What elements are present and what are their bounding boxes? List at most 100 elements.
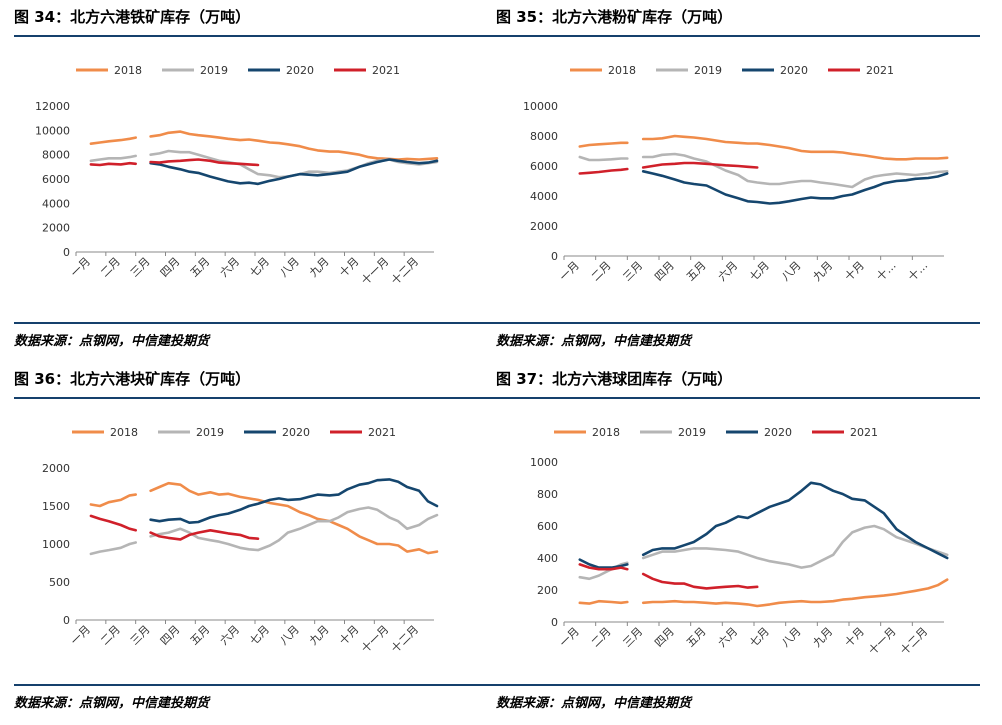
x-tick-label: 七月 xyxy=(747,259,772,284)
x-tick-label: 十二月 xyxy=(388,254,421,287)
y-tick-label: 4000 xyxy=(42,197,70,210)
legend-label-2021: 2021 xyxy=(866,64,894,77)
legend-label-2018: 2018 xyxy=(592,426,620,439)
line-chart-37: 2018 2019 2020 2021 0 200 400 600 800 1000 一月 二月 三月四… xyxy=(530,426,949,657)
y-tick-label: 10000 xyxy=(35,124,70,137)
series-line-2021 xyxy=(149,529,260,541)
legend-label-2021: 2021 xyxy=(850,426,878,439)
x-tick-label: 六月 xyxy=(217,255,242,280)
x-tick-label: 二月 xyxy=(589,625,614,650)
x-tick-label: 十二月 xyxy=(897,624,930,657)
legend-label-2021: 2021 xyxy=(368,426,396,439)
y-tick-label: 0 xyxy=(551,250,558,263)
series-line-2020 xyxy=(149,158,439,186)
source-rule xyxy=(496,322,980,324)
x-tick-label: 四月 xyxy=(158,255,183,280)
y-tick-label: 4000 xyxy=(530,190,558,203)
title-rule xyxy=(496,35,980,37)
x-tick-label: 四月 xyxy=(158,623,183,648)
legend-label-2019: 2019 xyxy=(678,426,706,439)
y-tick-label: 1000 xyxy=(530,456,558,469)
x-tick-label: 十月 xyxy=(841,258,866,283)
x-tick-label: 五月 xyxy=(188,255,213,280)
series-line-2019 xyxy=(578,155,629,162)
series-line-2018 xyxy=(578,141,629,148)
x-tick-label: 十… xyxy=(873,258,898,283)
series-line-2019 xyxy=(89,541,137,556)
x-tick-label: 八月 xyxy=(277,623,302,648)
x-tick-label: 十一月 xyxy=(358,622,391,655)
y-tick-label: 2000 xyxy=(42,222,70,235)
x-tick-label: 十月 xyxy=(841,624,866,649)
x-tick-label: 十月 xyxy=(336,622,361,647)
x-tick-label: 六月 xyxy=(217,623,242,648)
x-tick-label: 七月 xyxy=(247,623,272,648)
x-tick-label: 八月 xyxy=(277,255,302,280)
series-line-2021 xyxy=(641,161,759,169)
x-tick-label: 四月 xyxy=(652,625,677,650)
series-line-2018 xyxy=(89,136,137,145)
x-tick-label: 七月 xyxy=(247,255,272,280)
y-tick-label: 12000 xyxy=(35,100,70,113)
x-tick-label: 八月 xyxy=(779,625,804,650)
x-tick-label: 九月 xyxy=(811,625,836,650)
title-rule xyxy=(14,397,498,399)
series-line-2019 xyxy=(89,154,137,163)
x-tick-label: 三月 xyxy=(621,259,646,284)
source-note-36: 数据来源：点钢网，中信建投期货 xyxy=(14,696,210,711)
x-tick-label: 十月 xyxy=(336,254,361,279)
series-line-2020 xyxy=(641,170,949,205)
x-tick-label: 二月 xyxy=(589,259,614,284)
legend-label-2020: 2020 xyxy=(780,64,808,77)
series-line-2020 xyxy=(641,481,949,560)
legend-label-2019: 2019 xyxy=(694,64,722,77)
x-tick-label: 七月 xyxy=(747,625,772,650)
chart-panel-35: 图 35：北方六港粉矿库存（万吨） 2018 2019 2020 2021 0 2000 4… xyxy=(496,0,980,362)
legend-label-2019: 2019 xyxy=(200,64,228,77)
chart-panel-34: 图 34：北方六港铁矿库存（万吨） 2018 2019 2020 2021 0 2000 4… xyxy=(14,0,498,362)
chart-title-35: 图 35：北方六港粉矿库存（万吨） xyxy=(496,8,733,26)
y-tick-label: 0 xyxy=(551,616,558,629)
source-rule xyxy=(14,322,498,324)
y-tick-label: 200 xyxy=(537,584,558,597)
x-tick-label: 五月 xyxy=(684,259,709,284)
x-tick-label: 四月 xyxy=(652,259,677,284)
y-tick-label: 2000 xyxy=(530,220,558,233)
x-tick-label: 三月 xyxy=(128,255,153,280)
y-tick-label: 6000 xyxy=(42,173,70,186)
x-tick-label: 一月 xyxy=(68,255,93,280)
legend-label-2020: 2020 xyxy=(764,426,792,439)
y-tick-label: 8000 xyxy=(42,149,70,162)
y-tick-label: 800 xyxy=(537,488,558,501)
title-rule xyxy=(496,397,980,399)
source-note-37: 数据来源：点钢网，中信建投期货 xyxy=(496,696,692,711)
legend-label-2018: 2018 xyxy=(110,426,138,439)
series-line-2021 xyxy=(89,161,137,167)
x-tick-label: 九月 xyxy=(307,623,332,648)
series-line-2021 xyxy=(89,514,137,532)
y-tick-label: 500 xyxy=(49,576,70,589)
series-line-2020 xyxy=(578,558,629,569)
x-tick-label: 九月 xyxy=(307,255,332,280)
series-line-2021 xyxy=(578,563,629,571)
series-line-2019 xyxy=(149,506,439,552)
line-chart-34: 2018 2019 2020 2021 0 2000 4000 6000 8000 10000 12… xyxy=(35,64,439,287)
x-tick-label: 六月 xyxy=(716,259,741,284)
source-rule xyxy=(14,684,498,686)
y-tick-label: 1500 xyxy=(42,500,70,513)
y-tick-label: 8000 xyxy=(530,130,558,143)
legend-label-2018: 2018 xyxy=(114,64,142,77)
series-line-2021 xyxy=(149,158,260,167)
series-line-2018 xyxy=(149,481,439,555)
source-rule xyxy=(496,684,980,686)
x-tick-label: 十一月 xyxy=(865,624,898,657)
x-tick-label: 二月 xyxy=(98,623,123,648)
series-line-2018 xyxy=(641,134,949,161)
y-tick-label: 600 xyxy=(537,520,558,533)
legend-label-2018: 2018 xyxy=(608,64,636,77)
line-chart-36: 2018 2019 2020 2021 0 500 1000 1500 2000 一月 二月 三月 四月… xyxy=(42,426,439,655)
chart-title-37: 图 37：北方六港球团库存（万吨） xyxy=(496,370,733,388)
x-tick-label: 一月 xyxy=(557,259,582,284)
series-line-2019 xyxy=(641,524,949,569)
series-line-2020 xyxy=(149,478,439,524)
